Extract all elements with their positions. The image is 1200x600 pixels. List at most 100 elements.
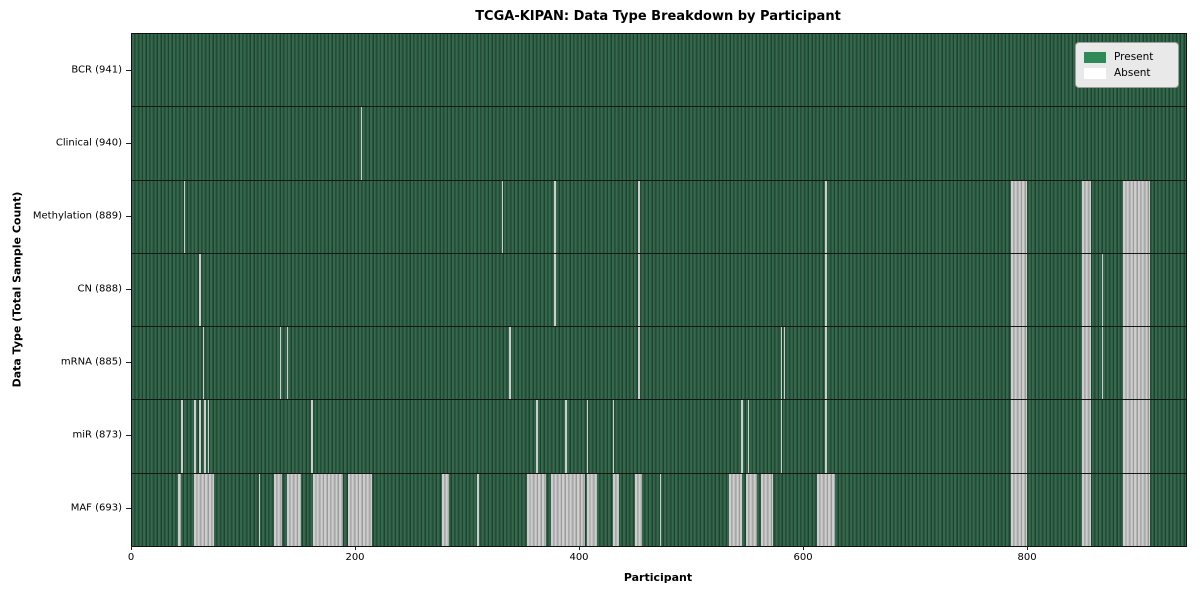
x-tick-mark xyxy=(131,546,132,550)
absent-bar xyxy=(199,400,202,473)
x-tick-mark xyxy=(355,546,356,550)
absent-bar xyxy=(825,400,827,473)
y-tick-mark xyxy=(126,508,131,510)
absent-swatch xyxy=(1084,67,1106,79)
absent-bar xyxy=(1011,327,1027,400)
absent-bar xyxy=(274,473,283,546)
absent-bar xyxy=(208,400,210,473)
absent-bar xyxy=(1123,180,1151,253)
absent-bar xyxy=(741,400,743,473)
legend-item-present: Present xyxy=(1084,49,1170,65)
absent-bar xyxy=(1011,473,1027,546)
absent-bar xyxy=(638,253,640,327)
heatmap-row-mir xyxy=(132,400,1186,474)
chart-title: TCGA-KIPAN: Data Type Breakdown by Parti… xyxy=(475,9,841,24)
y-tick-mark xyxy=(126,69,131,71)
present-swatch xyxy=(1084,51,1106,63)
absent-bar xyxy=(729,473,743,546)
y-axis-label: Data Type (Total Sample Count) xyxy=(10,191,24,388)
absent-bar xyxy=(348,473,372,546)
absent-bar xyxy=(177,473,182,546)
y-tick-label: MAF (693) xyxy=(70,502,122,514)
heatmap-row-bcr xyxy=(132,34,1186,108)
absent-bar xyxy=(199,253,201,327)
y-tick-label: Clinical (940) xyxy=(55,137,122,149)
absent-bar xyxy=(181,400,183,473)
absent-bar xyxy=(527,473,547,546)
heatmap-row-maf xyxy=(132,473,1186,546)
heatmap-row-clinical xyxy=(132,107,1186,181)
heatmap-rows xyxy=(132,34,1186,546)
x-axis-label: Participant xyxy=(623,571,693,584)
absent-bar xyxy=(1081,180,1091,253)
y-tick-mark xyxy=(126,215,131,217)
absent-bar xyxy=(1123,327,1151,400)
absent-bar xyxy=(311,400,313,473)
absent-bar xyxy=(612,400,614,473)
x-tick-label: 200 xyxy=(345,552,365,563)
absent-bar xyxy=(1101,253,1104,327)
legend-absent-label: Absent xyxy=(1114,67,1151,79)
absent-bar xyxy=(193,400,196,473)
plot-area: Present Absent xyxy=(131,33,1187,547)
absent-bar xyxy=(203,400,206,473)
absent-bar xyxy=(202,327,204,400)
y-tick-label: CN (888) xyxy=(77,283,122,295)
absent-bar xyxy=(1123,253,1151,327)
absent-bar xyxy=(554,253,556,327)
absent-bar xyxy=(825,253,827,327)
absent-bar xyxy=(761,473,773,546)
x-tick-label: 400 xyxy=(569,552,589,563)
absent-bar xyxy=(536,400,538,473)
y-tick-mark xyxy=(126,435,131,437)
legend-item-absent: Absent xyxy=(1084,65,1170,81)
absent-bar xyxy=(1123,400,1151,473)
absent-bar xyxy=(783,327,786,400)
absent-bar xyxy=(1081,400,1091,473)
absent-bar xyxy=(509,327,511,400)
x-tick-label: 600 xyxy=(793,552,813,563)
absent-bar xyxy=(817,473,836,546)
absent-bar xyxy=(1081,253,1091,327)
legend-present-label: Present xyxy=(1114,51,1154,63)
absent-bar xyxy=(1011,253,1027,327)
absent-bar xyxy=(183,180,185,253)
absent-bar xyxy=(550,473,585,546)
absent-bar xyxy=(659,473,661,546)
absent-bar xyxy=(1011,400,1027,473)
absent-bar xyxy=(442,473,449,546)
x-tick-label: 0 xyxy=(127,552,135,563)
absent-bar xyxy=(1123,473,1151,546)
heatmap-row-methylation xyxy=(132,180,1186,254)
absent-bar xyxy=(279,327,282,400)
absent-bar xyxy=(313,473,343,546)
absent-bar xyxy=(360,107,362,180)
heatmap-row-cn xyxy=(132,253,1186,328)
absent-bar xyxy=(554,180,556,253)
absent-bar xyxy=(634,473,642,546)
absent-bar xyxy=(476,473,480,546)
absent-bar xyxy=(780,400,782,473)
absent-bar xyxy=(825,327,827,400)
absent-bar xyxy=(638,180,640,253)
absent-bar xyxy=(258,473,260,546)
absent-bar xyxy=(1101,327,1104,400)
x-tick-label: 800 xyxy=(1017,552,1037,563)
x-tick-mark xyxy=(1027,546,1029,550)
absent-bar xyxy=(780,327,782,400)
absent-bar xyxy=(612,473,620,546)
absent-bar xyxy=(748,400,750,473)
absent-bar xyxy=(745,473,757,546)
legend: Present Absent xyxy=(1075,42,1179,88)
absent-bar xyxy=(825,180,827,253)
absent-bar xyxy=(1011,180,1027,253)
y-tick-label: BCR (941) xyxy=(71,64,122,76)
heatmap-row-mrna xyxy=(132,327,1186,401)
absent-bar xyxy=(586,473,597,546)
absent-bar xyxy=(638,327,640,400)
x-tick-mark xyxy=(579,546,580,550)
absent-bar xyxy=(586,400,589,473)
y-tick-label: Methylation (889) xyxy=(32,210,122,222)
absent-bar xyxy=(565,400,567,473)
